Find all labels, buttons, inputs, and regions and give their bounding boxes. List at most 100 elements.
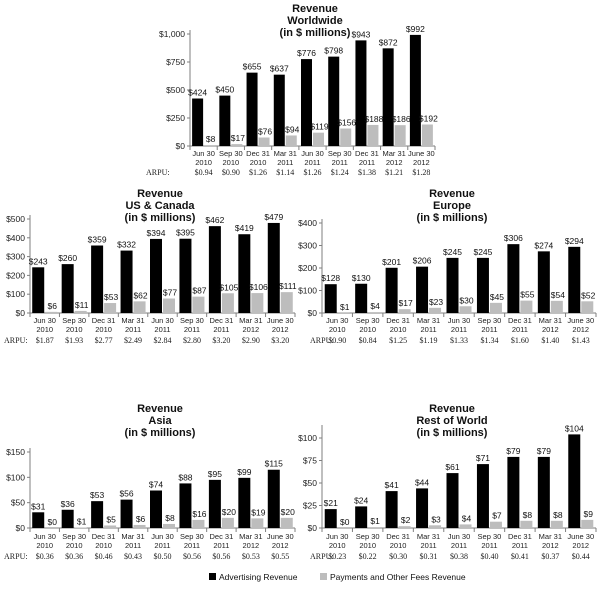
y-tick-label: $100: [298, 286, 317, 296]
legend-payments-label: Payments and Other Fees Revenue: [330, 572, 466, 582]
advertising-value-label: $24: [354, 495, 368, 505]
x-tick-label: 2010: [36, 541, 53, 550]
advertising-bar: [32, 267, 44, 313]
x-tick-label: Mar 31: [539, 532, 562, 541]
advertising-value-label: $332: [117, 240, 136, 250]
advertising-bar: [238, 478, 250, 528]
x-tick-label: June 30: [408, 149, 435, 158]
payments-bar: [259, 137, 270, 146]
advertising-bar: [121, 251, 133, 313]
x-tick-label: 2012: [272, 541, 289, 550]
advertising-bar: [477, 464, 489, 528]
payments-value-label: $106: [249, 282, 268, 292]
x-tick-label: 2011: [481, 325, 497, 334]
advertising-bar: [91, 501, 103, 528]
y-tick-label: $50: [11, 498, 25, 508]
arpu-value: $2.77: [95, 336, 113, 345]
advertising-value-label: $462: [205, 215, 224, 225]
payments-value-label: $8: [206, 134, 216, 144]
arpu-value: $1.21: [385, 168, 403, 177]
x-tick-label: 2011: [512, 325, 528, 334]
arpu-label: ARPU:: [310, 336, 334, 345]
arpu-value: $1.34: [480, 336, 498, 345]
advertising-bar: [150, 491, 162, 528]
x-tick-label: 2010: [390, 541, 407, 550]
x-tick-label: Mar 31: [274, 149, 297, 158]
x-tick-label: 2010: [66, 325, 83, 334]
payments-value-label: $0: [340, 517, 350, 527]
payments-bar: [75, 311, 87, 313]
arpu-value: $2.80: [183, 336, 201, 345]
payments-bar: [75, 527, 87, 528]
x-tick-label: Jun 30: [33, 316, 56, 325]
advertising-value-label: $201: [382, 257, 401, 267]
x-tick-label: Jun 30: [192, 149, 215, 158]
x-tick-label: Sep 30: [62, 316, 86, 325]
y-tick-label: $100: [6, 289, 25, 299]
advertising-value-label: $394: [147, 228, 166, 238]
payments-value-label: $1: [77, 516, 87, 526]
y-tick-label: $0: [176, 141, 186, 151]
payments-bar: [134, 301, 146, 313]
x-tick-label: Sep 30: [478, 316, 502, 325]
y-tick-label: $400: [6, 233, 25, 243]
payments-value-label: $7: [492, 511, 502, 521]
advertising-value-label: $79: [537, 446, 551, 456]
x-tick-label: 2010: [222, 158, 239, 167]
arpu-value: $0.22: [359, 552, 377, 561]
y-tick-label: $300: [298, 241, 317, 251]
x-tick-label: Mar 31: [121, 316, 144, 325]
payments-value-label: $20: [281, 507, 295, 517]
chart-title: Revenue: [137, 188, 183, 200]
chart-title: (in $ millions): [125, 212, 196, 224]
payments-bar: [490, 522, 502, 528]
payments-value-label: $8: [523, 510, 533, 520]
advertising-value-label: $21: [324, 498, 338, 508]
chart-title: Rest of World: [416, 415, 487, 427]
arpu-value: $1.24: [331, 168, 349, 177]
x-tick-label: 2012: [542, 541, 559, 550]
payments-value-label: $17: [399, 298, 413, 308]
x-tick-label: June 30: [567, 316, 594, 325]
advertising-value-label: $260: [58, 253, 77, 263]
advertising-value-label: $419: [235, 223, 254, 233]
advertising-bar: [355, 506, 367, 528]
y-tick-label: $75: [303, 456, 317, 466]
x-tick-label: Mar 31: [539, 316, 562, 325]
arpu-value: $0.44: [572, 552, 590, 561]
payments-value-label: $20: [222, 507, 236, 517]
advertising-bar: [209, 226, 221, 313]
arpu-value: $1.26: [249, 168, 267, 177]
payments-bar: [429, 525, 441, 528]
advertising-bar: [219, 96, 230, 146]
payments-value-label: $6: [47, 301, 57, 311]
advertising-value-label: $245: [473, 247, 492, 257]
y-tick-label: $250: [166, 113, 185, 123]
advertising-bar: [410, 35, 421, 146]
chart-title: Europe: [433, 200, 471, 212]
x-tick-label: 2011: [359, 158, 375, 167]
arpu-value: $2.49: [124, 336, 142, 345]
advertising-bar: [447, 473, 459, 528]
x-tick-label: 2012: [272, 325, 289, 334]
payments-bar: [490, 303, 502, 313]
chart-title: Asia: [148, 415, 172, 427]
payments-bar: [581, 520, 593, 528]
x-tick-label: 2011: [125, 325, 141, 334]
x-tick-label: 2010: [195, 158, 212, 167]
payments-bar: [222, 518, 234, 528]
payments-value-label: $6: [136, 514, 146, 524]
payments-bar: [520, 301, 532, 313]
advertising-value-label: $992: [406, 24, 425, 34]
advertising-bar: [328, 57, 339, 146]
arpu-value: $1.43: [572, 336, 590, 345]
x-tick-label: Dec 31: [386, 532, 410, 541]
y-tick-label: $200: [6, 270, 25, 280]
x-tick-label: 2011: [420, 325, 436, 334]
x-tick-label: Jun 30: [326, 316, 349, 325]
arpu-label: ARPU:: [310, 552, 334, 561]
payments-bar: [163, 299, 175, 313]
payments-value-label: $105: [219, 282, 238, 292]
